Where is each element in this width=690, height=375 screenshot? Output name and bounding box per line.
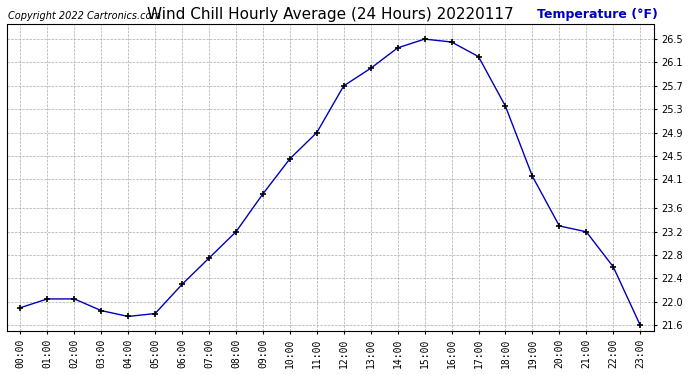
Text: Copyright 2022 Cartronics.com: Copyright 2022 Cartronics.com <box>8 11 161 21</box>
Title: Wind Chill Hourly Average (24 Hours) 20220117: Wind Chill Hourly Average (24 Hours) 202… <box>147 7 513 22</box>
Text: Temperature (°F): Temperature (°F) <box>538 8 658 21</box>
